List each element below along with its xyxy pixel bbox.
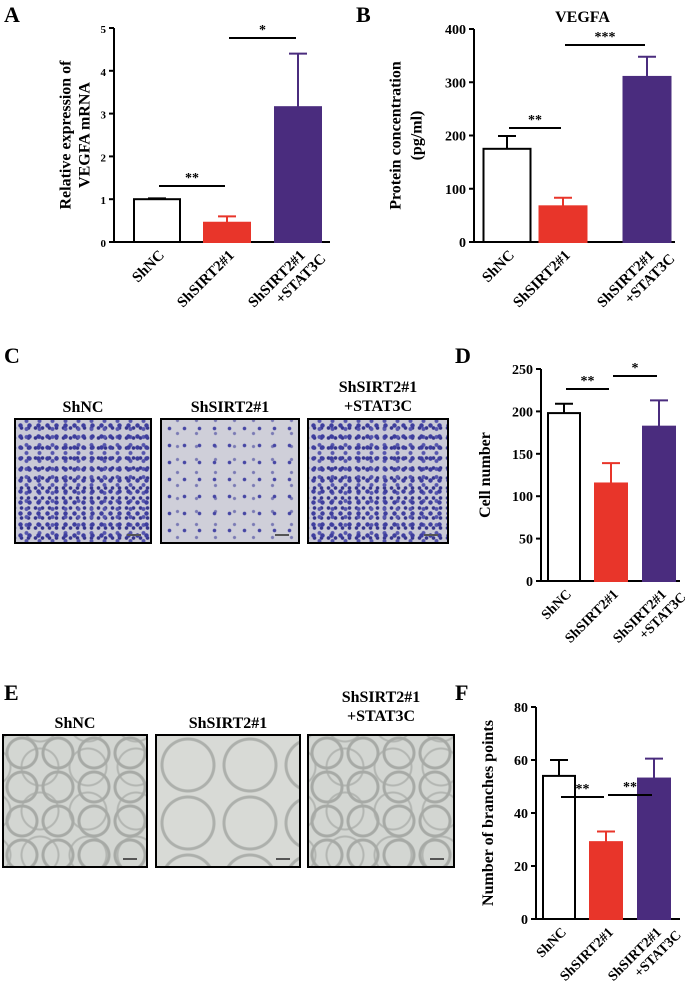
chart-b-bar xyxy=(538,205,588,243)
chart-d-bar xyxy=(594,482,628,583)
scale-bar xyxy=(275,534,289,536)
chart-b-y-tick-label: 0 xyxy=(459,236,466,251)
micrograph-c-caption-2: ShSIRT2#1 xyxy=(190,399,270,416)
chart-a-bar xyxy=(274,106,322,244)
chart-b-y-tick-label: 300 xyxy=(445,76,466,91)
tube-image-shsirt2-stat3c xyxy=(307,734,455,868)
panel-label-d: D xyxy=(455,343,471,368)
chart-d-y-tick-label: 0 xyxy=(526,575,533,590)
chart-d-bar xyxy=(547,412,581,583)
micrograph-e-caption-3-line-2: +STAT3C xyxy=(346,708,416,725)
micrograph-e-caption-3: ShSIRT2#1 +STAT3C xyxy=(307,688,455,726)
panel-label-c: C xyxy=(4,343,20,368)
chart-a-bar xyxy=(133,198,181,243)
chart-b-title: VEGFA xyxy=(555,9,610,26)
chart-b-y-tick-label: 400 xyxy=(445,23,466,38)
micrograph-c-caption-3: ShSIRT2#1 +STAT3C xyxy=(307,378,449,416)
chart-f-y-axis-label-line: Number of branches points xyxy=(480,720,497,906)
chart-b-y-tick-label: 200 xyxy=(445,130,466,145)
chart-a-y-axis-label-line: VEGFA mRNA xyxy=(77,82,94,188)
chart-b-y-tick-label: 100 xyxy=(445,183,466,198)
chart-f-significance-label: ** xyxy=(623,780,637,795)
transwell-image-shsirt2-stat3c xyxy=(307,418,449,544)
chart-a-y-tick-label: 2 xyxy=(101,152,107,164)
chart-d-y-tick-label: 100 xyxy=(512,490,533,505)
chart-d-y-tick-label: 150 xyxy=(512,448,533,463)
chart-b-bar xyxy=(482,147,532,243)
chart-d-bar xyxy=(642,425,676,582)
micrograph-c-caption-1: ShNC xyxy=(62,399,104,416)
chart-f-category-label: ShSIRT2#1+STAT3C xyxy=(606,917,685,996)
chart-a-y-tick-label: 4 xyxy=(101,67,107,79)
scale-bar xyxy=(430,858,444,860)
chart-a-y-tick-label: 5 xyxy=(101,24,107,36)
chart-f-category-label-line: ShNC xyxy=(534,925,570,961)
chart-f-bar xyxy=(589,841,623,921)
panel-label-a: A xyxy=(4,2,20,27)
chart-f-y-axis-label: Number of branches points xyxy=(480,720,497,906)
chart-f-bar xyxy=(637,777,671,920)
chart-a-bar xyxy=(203,221,251,244)
chart-d-y-axis-label: Cell number xyxy=(477,432,494,518)
chart-b-y-axis-label-line: Protein concentration xyxy=(388,61,405,210)
transwell-image-shnc xyxy=(14,418,152,544)
panel-label-f: F xyxy=(455,680,469,705)
panel-label-e: E xyxy=(4,680,19,705)
chart-f-y-tick-label: 20 xyxy=(514,860,528,875)
chart-d-y-tick-label: 200 xyxy=(512,405,533,420)
tube-image-shnc xyxy=(2,734,148,868)
chart-f-category-label: ShNC xyxy=(534,925,570,961)
micrograph-c-caption-3-line-1: ShSIRT2#1 xyxy=(338,379,418,396)
chart-a-y-axis-label: Relative expression of VEGFA mRNA xyxy=(58,60,94,210)
chart-b-significance-label: ** xyxy=(528,113,542,128)
chart-a-significance-label: * xyxy=(259,23,266,38)
chart-f-y-tick-label: 40 xyxy=(514,807,528,822)
chart-f-significance-label: ** xyxy=(576,782,590,797)
panel-label-b: B xyxy=(356,2,371,27)
chart-a-significance-label: ** xyxy=(185,171,199,186)
chart-f-y-tick-label: 60 xyxy=(514,754,528,769)
micrograph-e-caption-1: ShNC xyxy=(54,715,96,732)
chart-f-bar xyxy=(542,774,576,921)
chart-b-y-axis-label-line: (pg/ml) xyxy=(409,111,426,161)
micrograph-c-caption-3-line-2: +STAT3C xyxy=(343,398,413,415)
tube-image-shsirt2 xyxy=(155,734,301,868)
scale-bar xyxy=(127,534,141,536)
micrograph-e-caption-2: ShSIRT2#1 xyxy=(188,715,268,732)
micrograph-e-caption-3-line-1: ShSIRT2#1 xyxy=(341,689,421,706)
transwell-image-shsirt2 xyxy=(160,418,300,544)
chart-a-y-tick-label: 0 xyxy=(101,238,107,250)
chart-f-y-tick-label: 80 xyxy=(514,701,528,716)
chart-b-significance-label: *** xyxy=(595,30,616,45)
chart-b-y-axis-label: Protein concentration (pg/ml) xyxy=(388,61,426,210)
chart-a-y-tick-label: 1 xyxy=(101,195,107,207)
chart-f-y-tick-label: 0 xyxy=(521,913,528,928)
chart-a-y-axis-label-line: Relative expression of xyxy=(58,60,75,210)
chart-b-bar xyxy=(622,75,672,243)
chart-a-y-tick-label: 3 xyxy=(101,110,107,122)
scale-bar xyxy=(424,534,438,536)
scale-bar xyxy=(276,858,290,860)
chart-d-y-tick-label: 50 xyxy=(519,533,533,548)
chart-d-significance-label: ** xyxy=(581,374,595,389)
scale-bar xyxy=(123,858,137,860)
chart-d-y-tick-label: 250 xyxy=(512,363,533,378)
chart-d-y-axis-label-line: Cell number xyxy=(477,432,494,518)
chart-d-significance-label: * xyxy=(632,361,639,376)
